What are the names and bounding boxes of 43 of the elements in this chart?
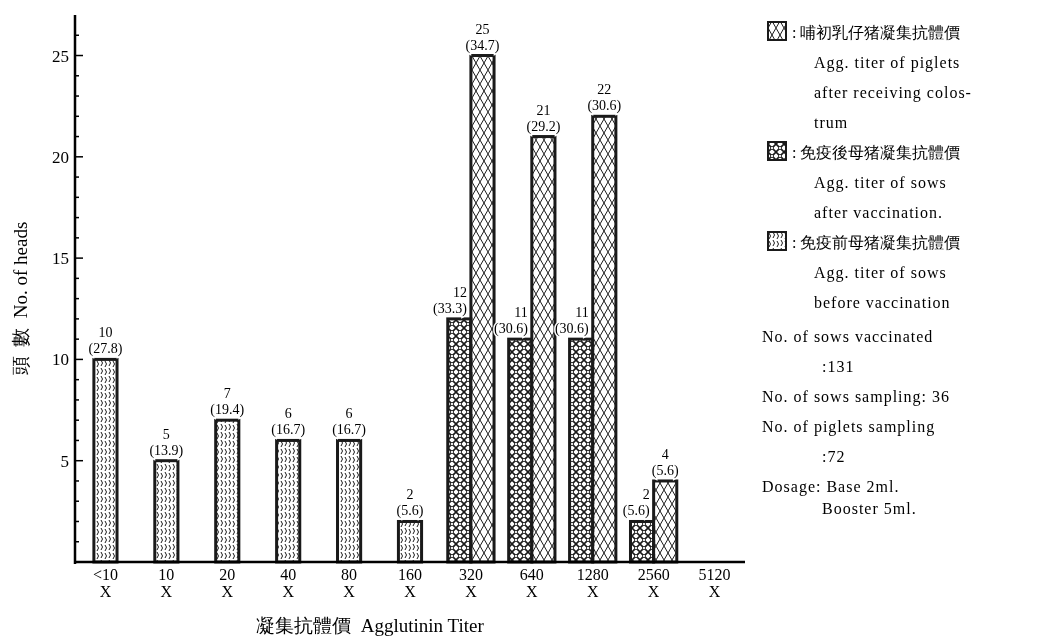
data-label: 21 (29.2) (526, 102, 561, 135)
data-label: 4 (5.6) (651, 446, 679, 479)
x-tick-label: <10 X (92, 566, 118, 600)
bar (92, 357, 119, 564)
x-tick-label: 5120 X (698, 566, 731, 600)
data-label: 2 (5.6) (622, 487, 650, 520)
x-tick-label: 40 X (280, 566, 297, 600)
y-axis-title: 頭 數 No. of heads (10, 221, 31, 376)
legend-label: : 哺初乳仔猪凝集抗體價 Agg. titer of piglets after receiving colos- trum (792, 24, 972, 131)
legend-label: : 免疫前母猪凝集抗體價 Agg. titer of sows before vaccination (792, 234, 961, 311)
x-tick-label: 20 X (219, 566, 236, 600)
bar (275, 438, 302, 564)
x-tick-label: 2560 X (637, 566, 670, 600)
data-label: 7 (19.4) (210, 386, 245, 419)
data-label: 6 (16.7) (332, 406, 367, 439)
y-tick-label: 20 (52, 147, 69, 167)
x-tick-label: 160 X (398, 566, 422, 600)
y-tick-label: 15 (52, 249, 69, 269)
text: No. of piglets sampling :72 (762, 418, 936, 465)
x-tick-label: 640 X (519, 566, 544, 600)
data-label: 5 (13.9) (149, 426, 184, 459)
x-tick-label: 10 X (158, 566, 175, 600)
y-tick-label: 5 (60, 451, 69, 471)
text: Dosage: Base 2ml. Booster 5ml. (762, 478, 917, 517)
data-label: 10 (27.8) (88, 325, 123, 358)
bar (396, 519, 424, 564)
bar (153, 459, 180, 564)
data-label: 2 (5.6) (396, 487, 424, 520)
text: No. of sows sampling: 36 (762, 388, 950, 406)
data-label: 25 (34.7) (465, 21, 500, 54)
y-tick-label: 25 (52, 46, 69, 66)
text: No. of sows vaccinated :131 (762, 328, 934, 375)
data-label: 22 (30.6) (587, 82, 622, 115)
legend-label: : 免疫後母猪凝集抗體價 Agg. titer of sows after vaccination. (792, 144, 961, 221)
x-tick-label: 80 X (341, 566, 358, 600)
x-tick-label: 1280 X (576, 566, 609, 600)
bar (336, 438, 363, 564)
data-label: 12 (33.3) (433, 284, 468, 317)
x-axis-title: 凝集抗體價 Agglutinin Titer (256, 615, 485, 636)
data-label: 6 (16.7) (271, 406, 306, 439)
bar (214, 418, 241, 564)
x-tick-label: 320 X (458, 566, 483, 600)
y-tick-label: 10 (52, 350, 69, 370)
